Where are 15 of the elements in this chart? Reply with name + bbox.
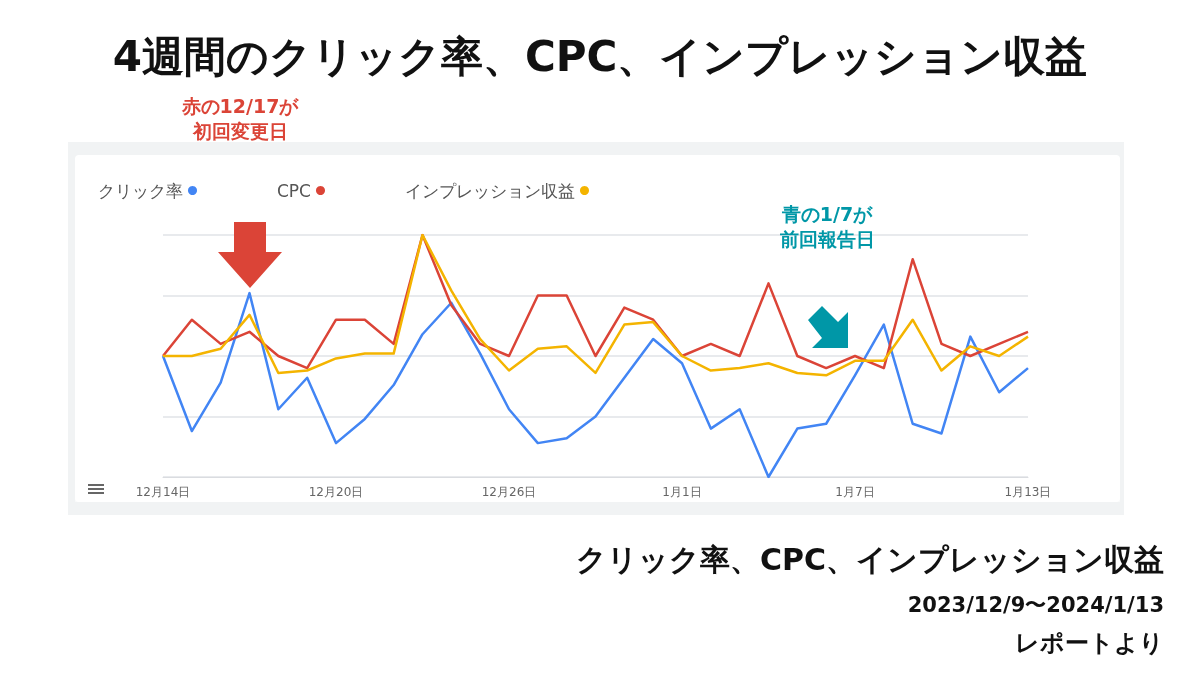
legend-label: インプレッション収益 [404, 180, 575, 201]
text: レポートより [1015, 628, 1164, 659]
text: 赤の12/17が初回変更日 [180, 94, 300, 144]
text: クリック率、CPC、インプレッション収益 [575, 541, 1164, 579]
legend-label: CPC [276, 180, 311, 201]
x-tick-label: 1月1日 [662, 485, 702, 499]
x-tick-label: 12月14日 [135, 485, 191, 499]
annotation: 青の1/7が前回報告日 [778, 202, 876, 252]
text: 2023/12/9〜2024/1/13 [907, 592, 1164, 619]
x-tick-label: 12月26日 [481, 485, 537, 499]
legend-label: クリック率 [98, 180, 183, 201]
x-tick-label: 1月7日 [835, 485, 875, 499]
x-tick-label: 1月13日 [1004, 485, 1052, 499]
x-tick-label: 12月20日 [308, 485, 364, 499]
chart-title: 4週間のクリック率、CPC、インプレッション収益 [111, 31, 1089, 83]
